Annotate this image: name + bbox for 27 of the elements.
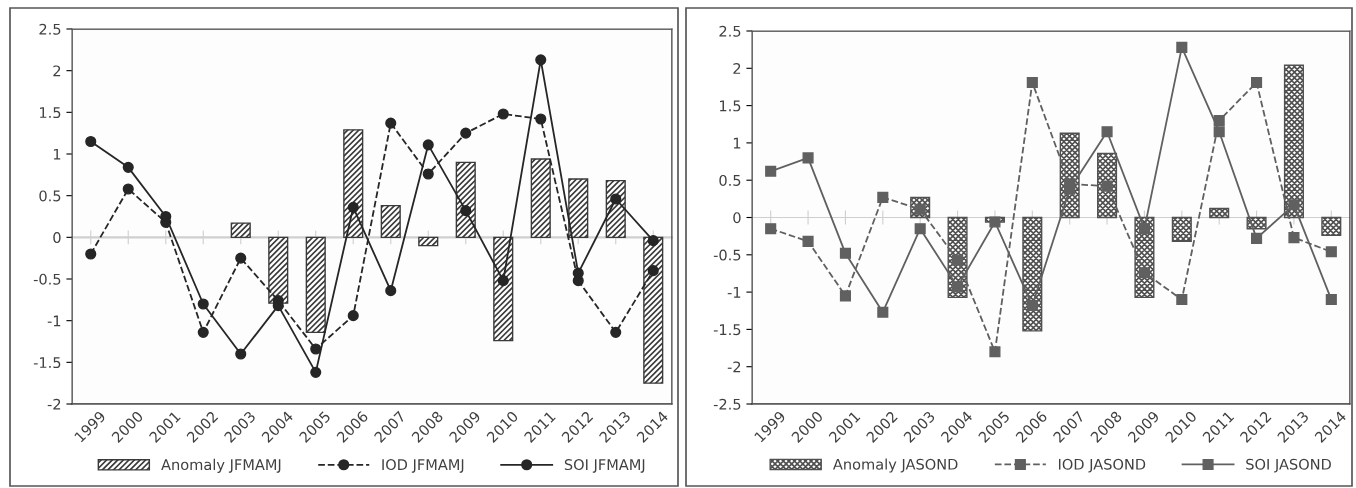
y-tick-label: 1.5: [719, 100, 741, 112]
y-tick-label: 2.5: [719, 25, 741, 37]
legend-label: SOI JASOND: [1246, 458, 1331, 473]
y-tick-label: -2: [727, 361, 741, 373]
y-tick-label: 2: [733, 63, 741, 74]
legend-label: IOD JFMAMJ: [382, 459, 464, 473]
y-tick-label: 0: [53, 232, 61, 244]
y-tick-label: -1.5: [713, 324, 741, 336]
y-tick-label: -1: [47, 315, 61, 327]
legend-label: Anomaly JFMAMJ: [161, 458, 281, 473]
y-tick-label: 2.5: [39, 23, 61, 35]
y-tick-label: 0.5: [39, 190, 61, 202]
y-tick-label: 1.5: [39, 107, 61, 119]
legend-label: IOD JASOND: [1058, 458, 1146, 473]
y-tick-label: -1.5: [33, 357, 61, 369]
legend-label: SOI JFMAMJ: [564, 459, 645, 473]
legend-label: Anomaly JASOND: [832, 458, 958, 473]
y-tick-label: 1: [733, 137, 741, 149]
y-tick-label: -2.5: [713, 398, 741, 410]
y-tick-label: 0.5: [719, 174, 741, 186]
y-tick-label: 2: [53, 65, 61, 77]
y-tick-label: -0.5: [713, 249, 741, 261]
y-tick-label: -0.5: [33, 273, 61, 285]
y-tick-label: 1: [53, 148, 61, 160]
y-tick-label: -2: [47, 398, 61, 410]
y-tick-label: 0: [733, 212, 741, 224]
y-tick-label: -1: [727, 287, 741, 298]
